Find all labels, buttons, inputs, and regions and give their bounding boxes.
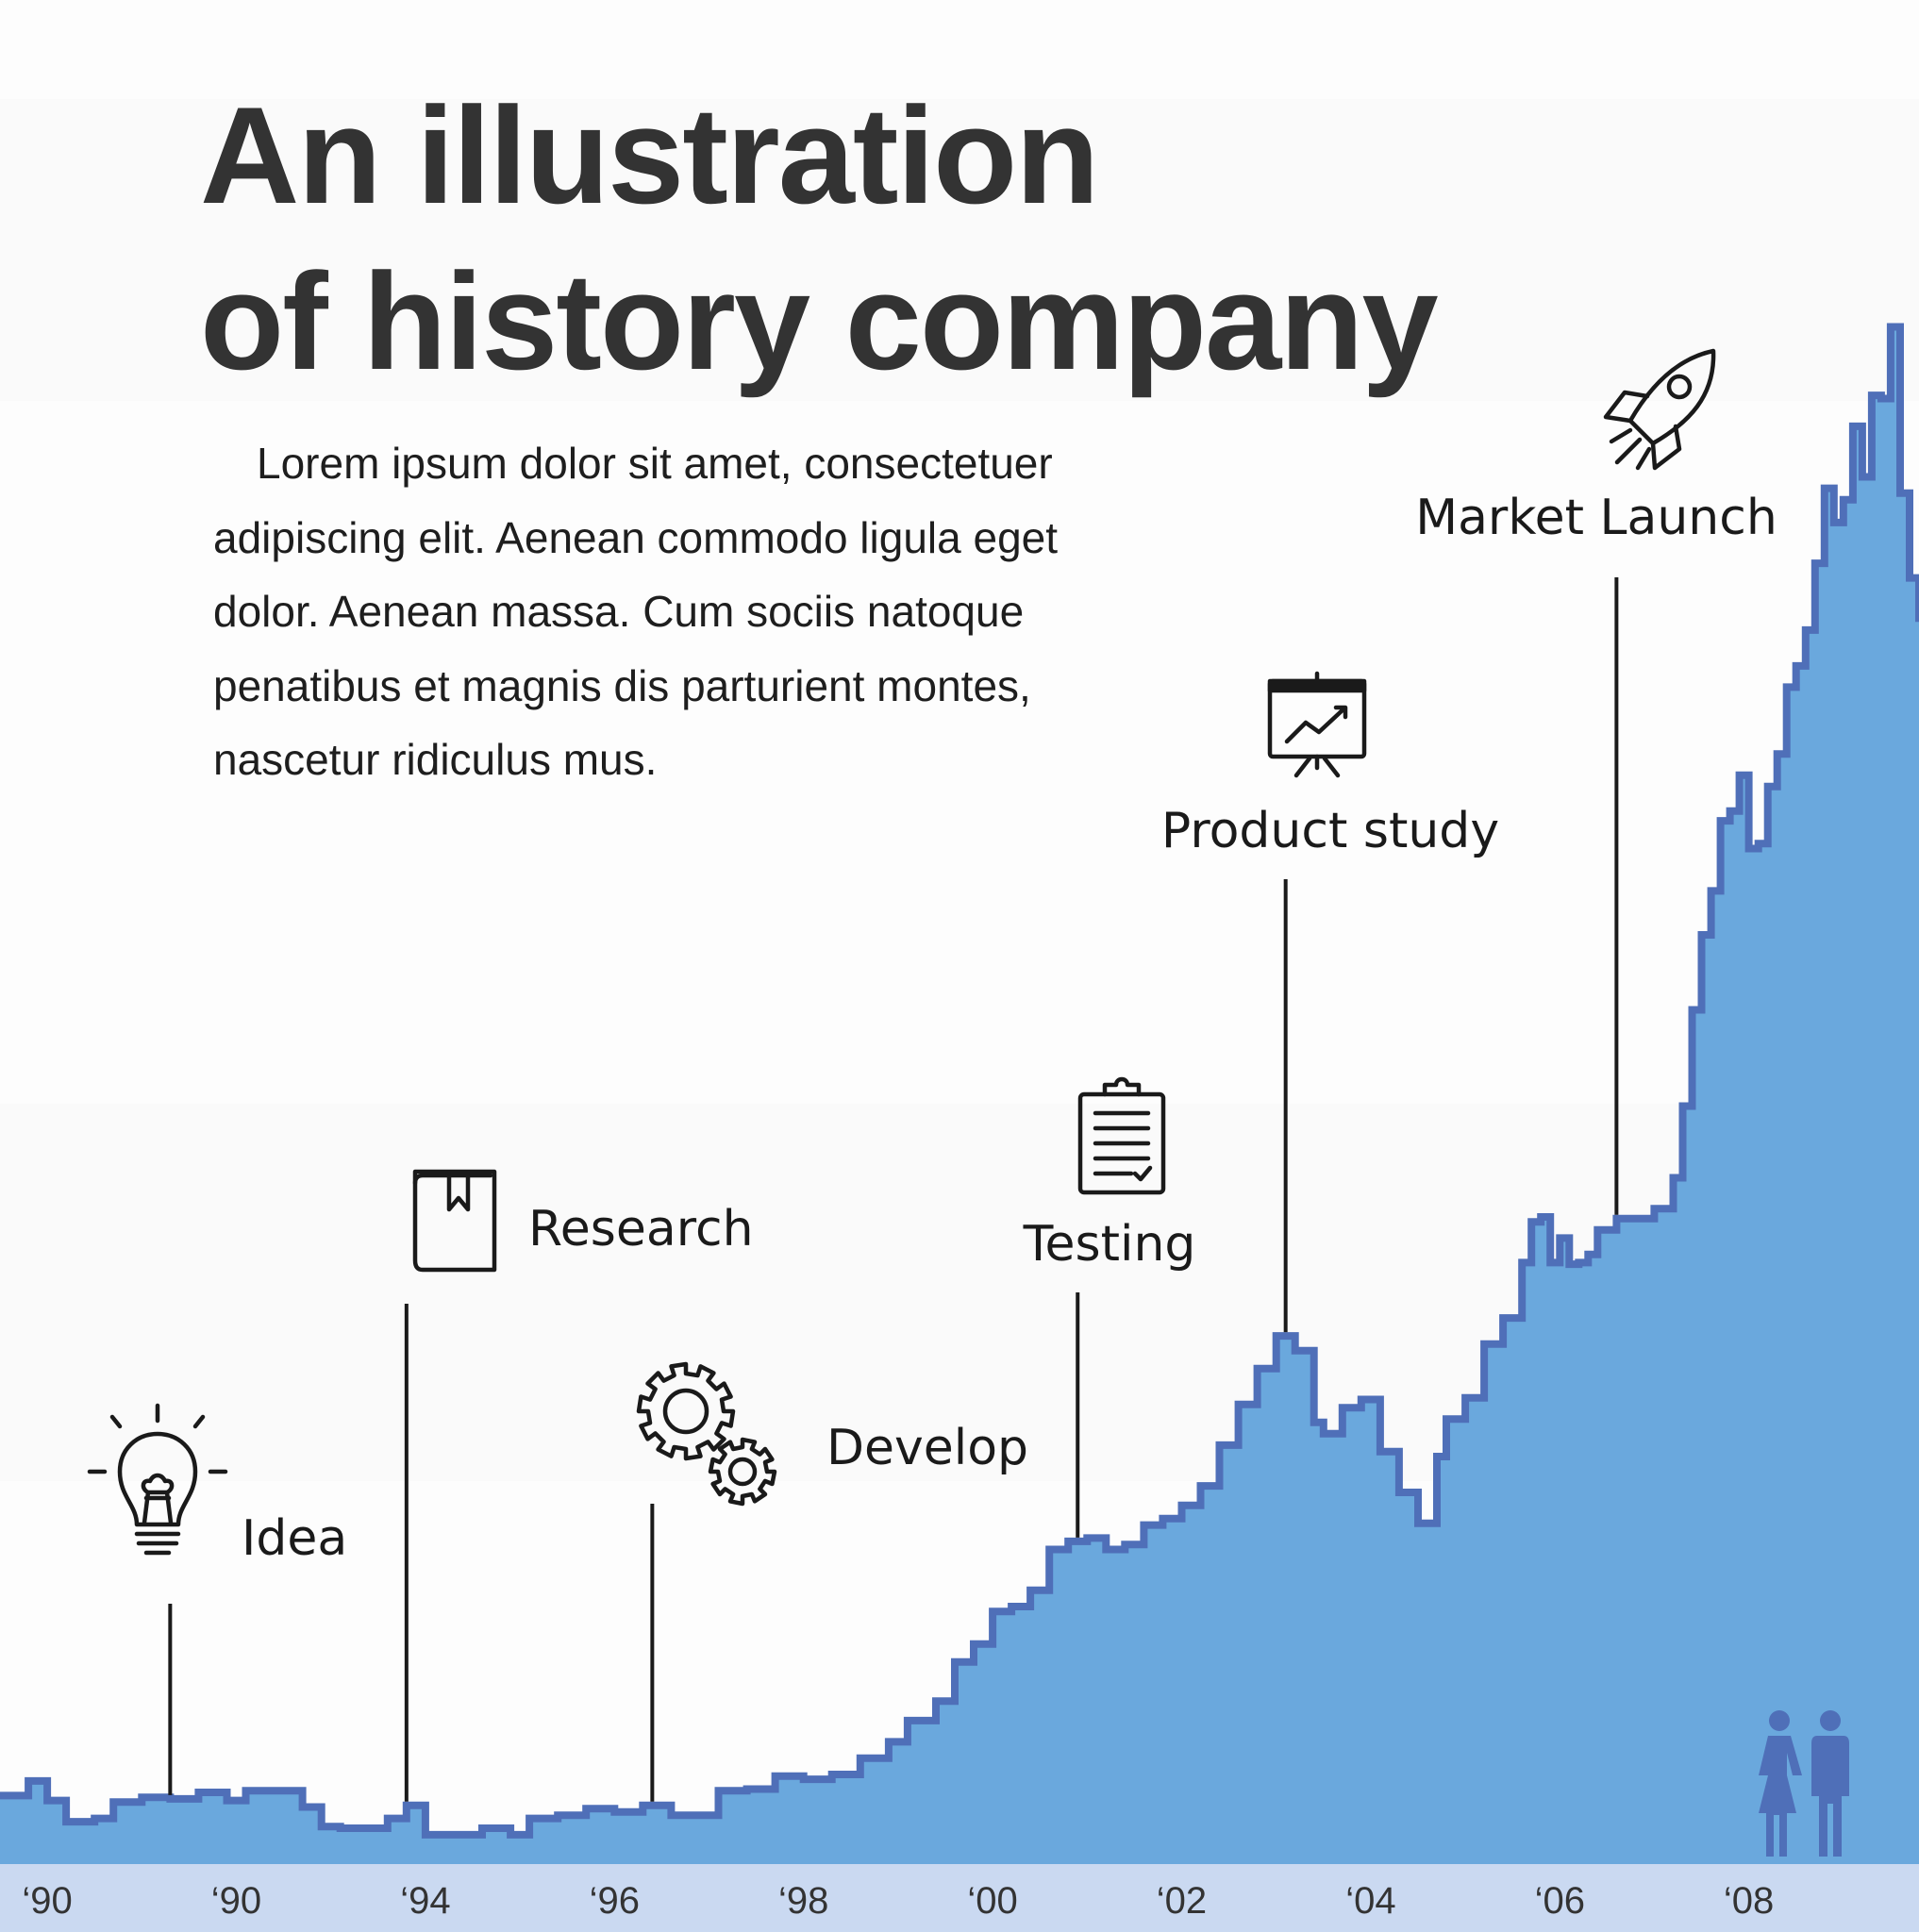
x-tick-label: ‘98 xyxy=(778,1880,828,1922)
x-tick-label: ‘90 xyxy=(22,1880,72,1922)
milestone-market-launch: Market Launch xyxy=(1415,348,1777,1215)
x-axis-band xyxy=(0,1864,1919,1932)
background-band xyxy=(0,99,1919,401)
x-tick-label: ‘00 xyxy=(967,1880,1017,1922)
gears-icon xyxy=(636,1361,777,1507)
book-icon xyxy=(412,1169,497,1273)
milestone-label: Develop xyxy=(826,1420,1028,1476)
milestone-idea: Idea xyxy=(87,1403,347,1795)
page-title-line-1: An illustration xyxy=(200,78,1099,232)
x-tick-label: ‘08 xyxy=(1724,1880,1774,1922)
milestone-label: Research xyxy=(528,1201,754,1257)
intro-paragraph: Lorem ipsum dolor sit amet, consectetuer… xyxy=(213,439,1059,784)
lightbulb-icon xyxy=(87,1403,228,1556)
x-tick-label: ‘96 xyxy=(590,1880,640,1922)
x-tick-label: ‘06 xyxy=(1535,1880,1585,1922)
x-axis-tick-labels: ‘90 ‘90 ‘94 ‘96 ‘98 ‘00 ‘02 ‘04 ‘06 ‘08 xyxy=(22,1880,1774,1922)
milestone-develop: Develop xyxy=(636,1361,1028,1802)
people-icon xyxy=(1759,1710,1849,1857)
x-tick-label: ‘94 xyxy=(400,1880,450,1922)
milestone-label: Product study xyxy=(1161,803,1499,859)
presentation-chart-icon xyxy=(1267,671,1367,778)
milestone-label: Market Launch xyxy=(1415,490,1777,546)
x-tick-label: ‘04 xyxy=(1345,1880,1395,1922)
milestones: Idea Research Develop Testing Product study M… xyxy=(87,348,1777,1802)
clipboard-icon xyxy=(1077,1076,1166,1195)
milestone-label: Testing xyxy=(1023,1216,1196,1273)
area-series-edge xyxy=(0,323,1919,1839)
x-tick-label: ‘02 xyxy=(1157,1880,1207,1922)
milestone-testing: Testing xyxy=(1023,1076,1196,1538)
x-tick-label: ‘90 xyxy=(211,1880,261,1922)
milestone-research: Research xyxy=(404,1169,754,1802)
milestone-label: Idea xyxy=(242,1510,347,1567)
page-title-line-2: of history company xyxy=(200,244,1439,398)
milestone-product-study: Product study xyxy=(1161,671,1499,1333)
rocket-icon xyxy=(1603,348,1716,471)
